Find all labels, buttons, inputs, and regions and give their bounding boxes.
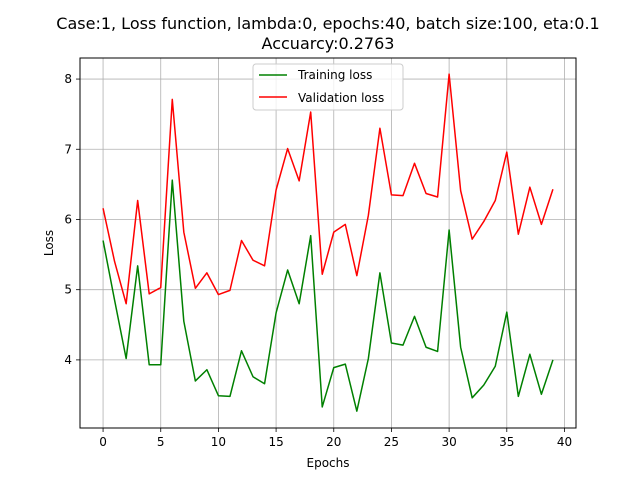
y-tick-label: 6 [64,212,72,226]
x-tick-label: 5 [157,435,165,449]
x-tick-label: 15 [268,435,283,449]
legend-label-validation: Validation loss [298,91,384,105]
chart-title-line-1: Case:1, Loss function, lambda:0, epochs:… [56,14,599,33]
x-tick-label: 10 [211,435,226,449]
x-axis-label: Epochs [307,456,350,470]
plot-frame [79,57,577,429]
x-tick-label: 30 [441,435,456,449]
legend-label-training: Training loss [297,68,372,82]
training-loss-line [102,179,554,412]
x-axis-ticks: 0 5 10 15 20 25 30 35 40 [99,428,572,449]
legend-box [252,63,404,111]
x-tick-label: 25 [384,435,399,449]
x-tick-label: 20 [326,435,341,449]
plot-area [80,58,576,428]
y-tick-label: 7 [64,142,72,156]
x-tick-label: 0 [99,435,107,449]
legend: Training loss Validation loss [252,63,404,111]
series-lines [102,73,554,412]
validation-loss-line [102,73,554,305]
y-tick-label: 4 [64,353,72,367]
x-tick-label: 40 [557,435,572,449]
y-tick-label: 8 [64,72,72,86]
x-tick-label: 35 [499,435,514,449]
y-axis-ticks: 4 5 6 7 8 [64,72,80,367]
y-tick-label: 5 [64,283,72,297]
chart-title-line-2: Accuarcy:0.2763 [262,34,395,53]
y-axis-label: Loss [42,230,56,256]
